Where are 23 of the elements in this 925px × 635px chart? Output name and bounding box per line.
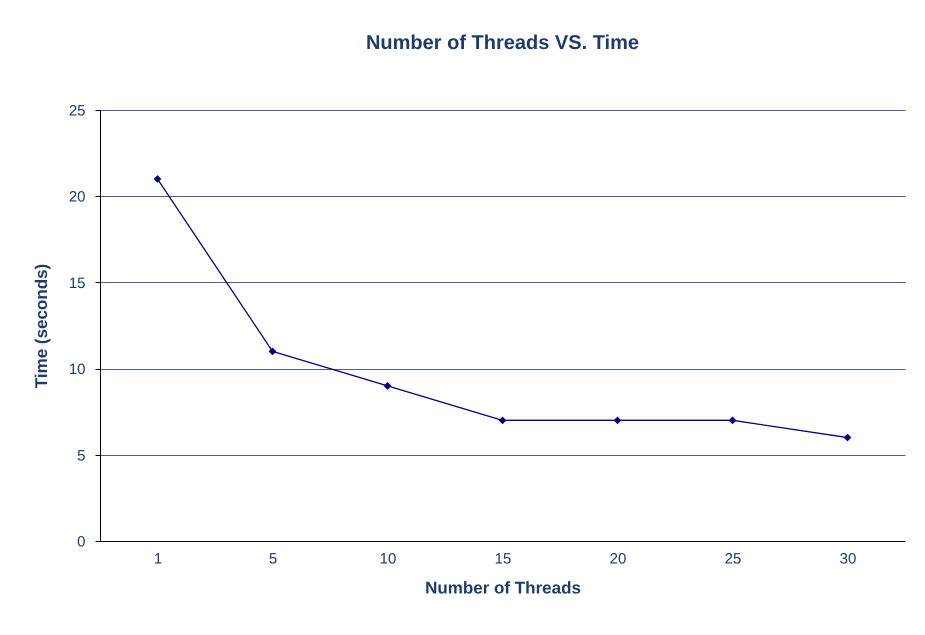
y-tick-label: 20 — [68, 188, 86, 206]
chart-title: Number of Threads VS. Time — [366, 32, 640, 54]
x-tick-label: 15 — [494, 550, 512, 568]
y-tick-label: 10 — [68, 361, 86, 378]
point — [614, 416, 622, 424]
x-tick-label: 25 — [724, 550, 742, 568]
y-tick-label: 0 — [77, 534, 86, 550]
y-axis-title: Time (seconds) — [32, 264, 51, 388]
point — [728, 416, 736, 424]
x-axis-title: Number of Threads — [425, 578, 581, 598]
point — [498, 416, 506, 424]
x-tick-label: 20 — [610, 550, 626, 568]
point — [844, 434, 852, 442]
x-tick-label: 10 — [380, 550, 396, 568]
point — [268, 347, 276, 356]
x-tick-label: 1 — [154, 550, 162, 568]
point — [384, 382, 392, 390]
x-tick-label: 30 — [840, 550, 856, 568]
y-tick-label: 5 — [77, 447, 86, 464]
x-tick-label: 5 — [268, 550, 278, 568]
point — [154, 175, 162, 183]
y-tick-label: 25 — [68, 102, 86, 120]
y-tick-label: 15 — [68, 274, 86, 292]
